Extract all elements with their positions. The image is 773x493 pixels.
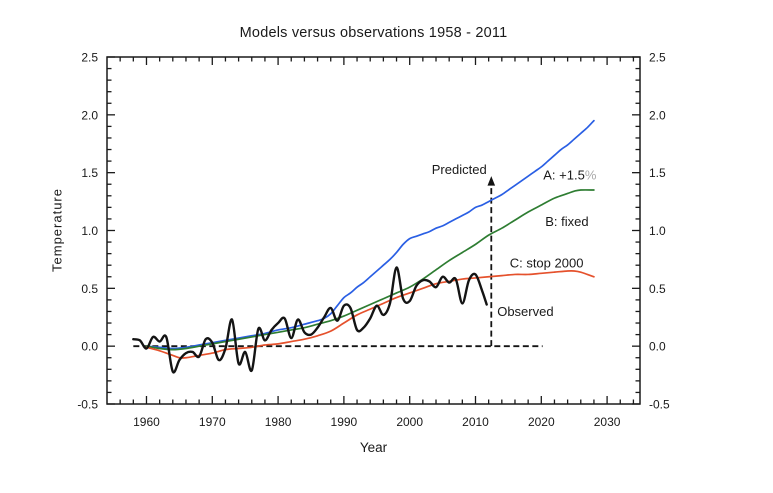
annotation-observed-label: Observed: [497, 304, 553, 319]
y-tick-label-right: 2.0: [649, 108, 666, 122]
y-tick-label-right: 2.5: [649, 51, 666, 65]
y-tick-label-left: 1.5: [81, 166, 98, 180]
annotation-scenario-b-label: B: fixed: [545, 214, 588, 229]
y-tick-label-right: 1.5: [649, 166, 666, 180]
series-line-scenario-a: [145, 119, 595, 350]
series-line-scenario-b: [145, 189, 595, 351]
x-tick-label: 2010: [462, 415, 489, 429]
series-line-observed: [132, 266, 488, 374]
y-tick-label-right: 0.5: [649, 282, 666, 296]
x-axis-title: Year: [359, 440, 388, 455]
annotation-scenario-c-label: C: stop 2000: [510, 256, 584, 271]
x-tick-label: 2030: [594, 415, 621, 429]
predicted-arrow-arrowhead-icon: [487, 176, 496, 186]
annotation-scenario-a-label: A: +1.5%: [543, 168, 597, 183]
x-tick-label: 1980: [265, 415, 292, 429]
y-tick-label-left: -0.5: [77, 398, 98, 412]
x-tick-label: 1990: [331, 415, 358, 429]
chart-title: Models versus observations 1958 - 2011: [239, 25, 508, 41]
annotation-predicted: Predicted: [432, 162, 487, 177]
x-tick-label: 1960: [133, 415, 160, 429]
y-tick-label-right: 1.0: [649, 224, 666, 238]
y-tick-label-left: 0.0: [81, 340, 98, 354]
y-tick-label-right: -0.5: [649, 398, 670, 412]
x-tick-label: 2020: [528, 415, 555, 429]
x-tick-label: 1970: [199, 415, 226, 429]
x-tick-label: 2000: [396, 415, 423, 429]
y-tick-label-left: 2.5: [81, 51, 98, 65]
y-tick-label-right: 0.0: [649, 340, 666, 354]
y-tick-label-left: 0.5: [81, 282, 98, 296]
y-tick-label-left: 1.0: [81, 224, 98, 238]
y-tick-label-left: 2.0: [81, 108, 98, 122]
